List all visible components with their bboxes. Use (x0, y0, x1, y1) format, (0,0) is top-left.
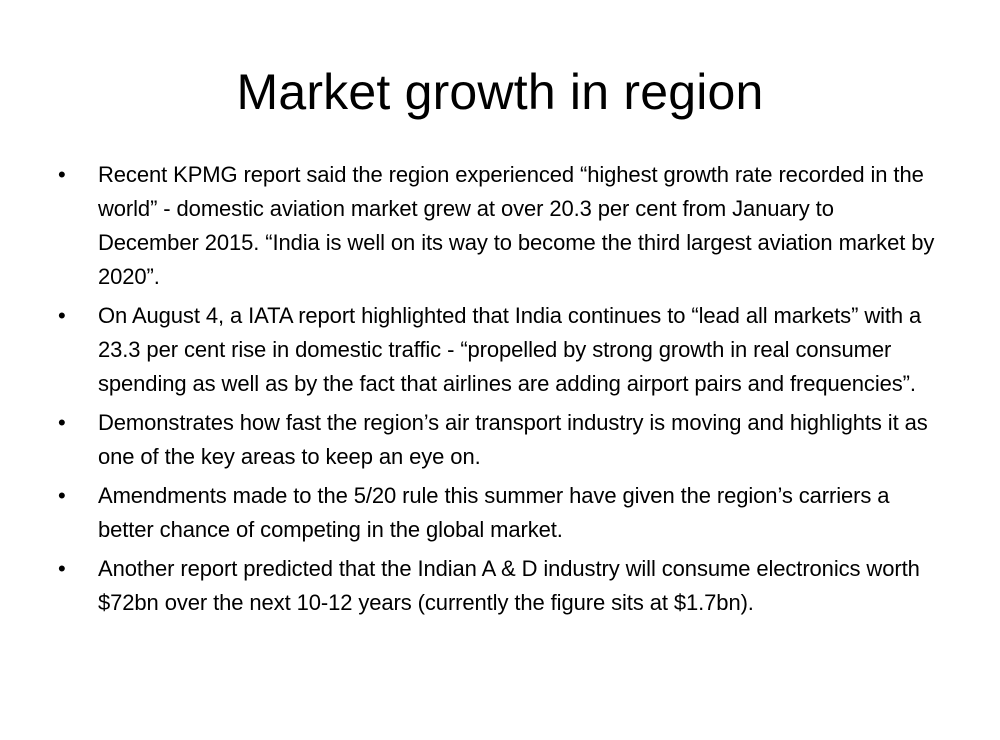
bullet-text: Amendments made to the 5/20 rule this su… (98, 483, 890, 542)
bullet-text: Recent KPMG report said the region exper… (98, 162, 935, 289)
bullet-item-kpmg-report: • Recent KPMG report said the region exp… (56, 158, 936, 294)
bullet-text: Another report predicted that the Indian… (98, 556, 920, 615)
bullet-icon: • (58, 483, 66, 508)
bullet-text: On August 4, a IATA report highlighted t… (98, 303, 922, 396)
bullet-icon: • (58, 556, 66, 581)
bullet-text: Demonstrates how fast the region’s air t… (98, 410, 928, 469)
bullet-icon: • (58, 410, 66, 435)
bullet-item-electronics-forecast: • Another report predicted that the Indi… (56, 552, 936, 620)
bullet-list: • Recent KPMG report said the region exp… (56, 158, 936, 625)
bullet-icon: • (58, 162, 66, 187)
bullet-icon: • (58, 303, 66, 328)
bullet-item-industry-speed: • Demonstrates how fast the region’s air… (56, 406, 936, 474)
slide-title: Market growth in region (236, 64, 764, 120)
bullet-item-iata-report: • On August 4, a IATA report highlighted… (56, 299, 936, 401)
bullet-item-5-20-rule: • Amendments made to the 5/20 rule this … (56, 479, 936, 547)
